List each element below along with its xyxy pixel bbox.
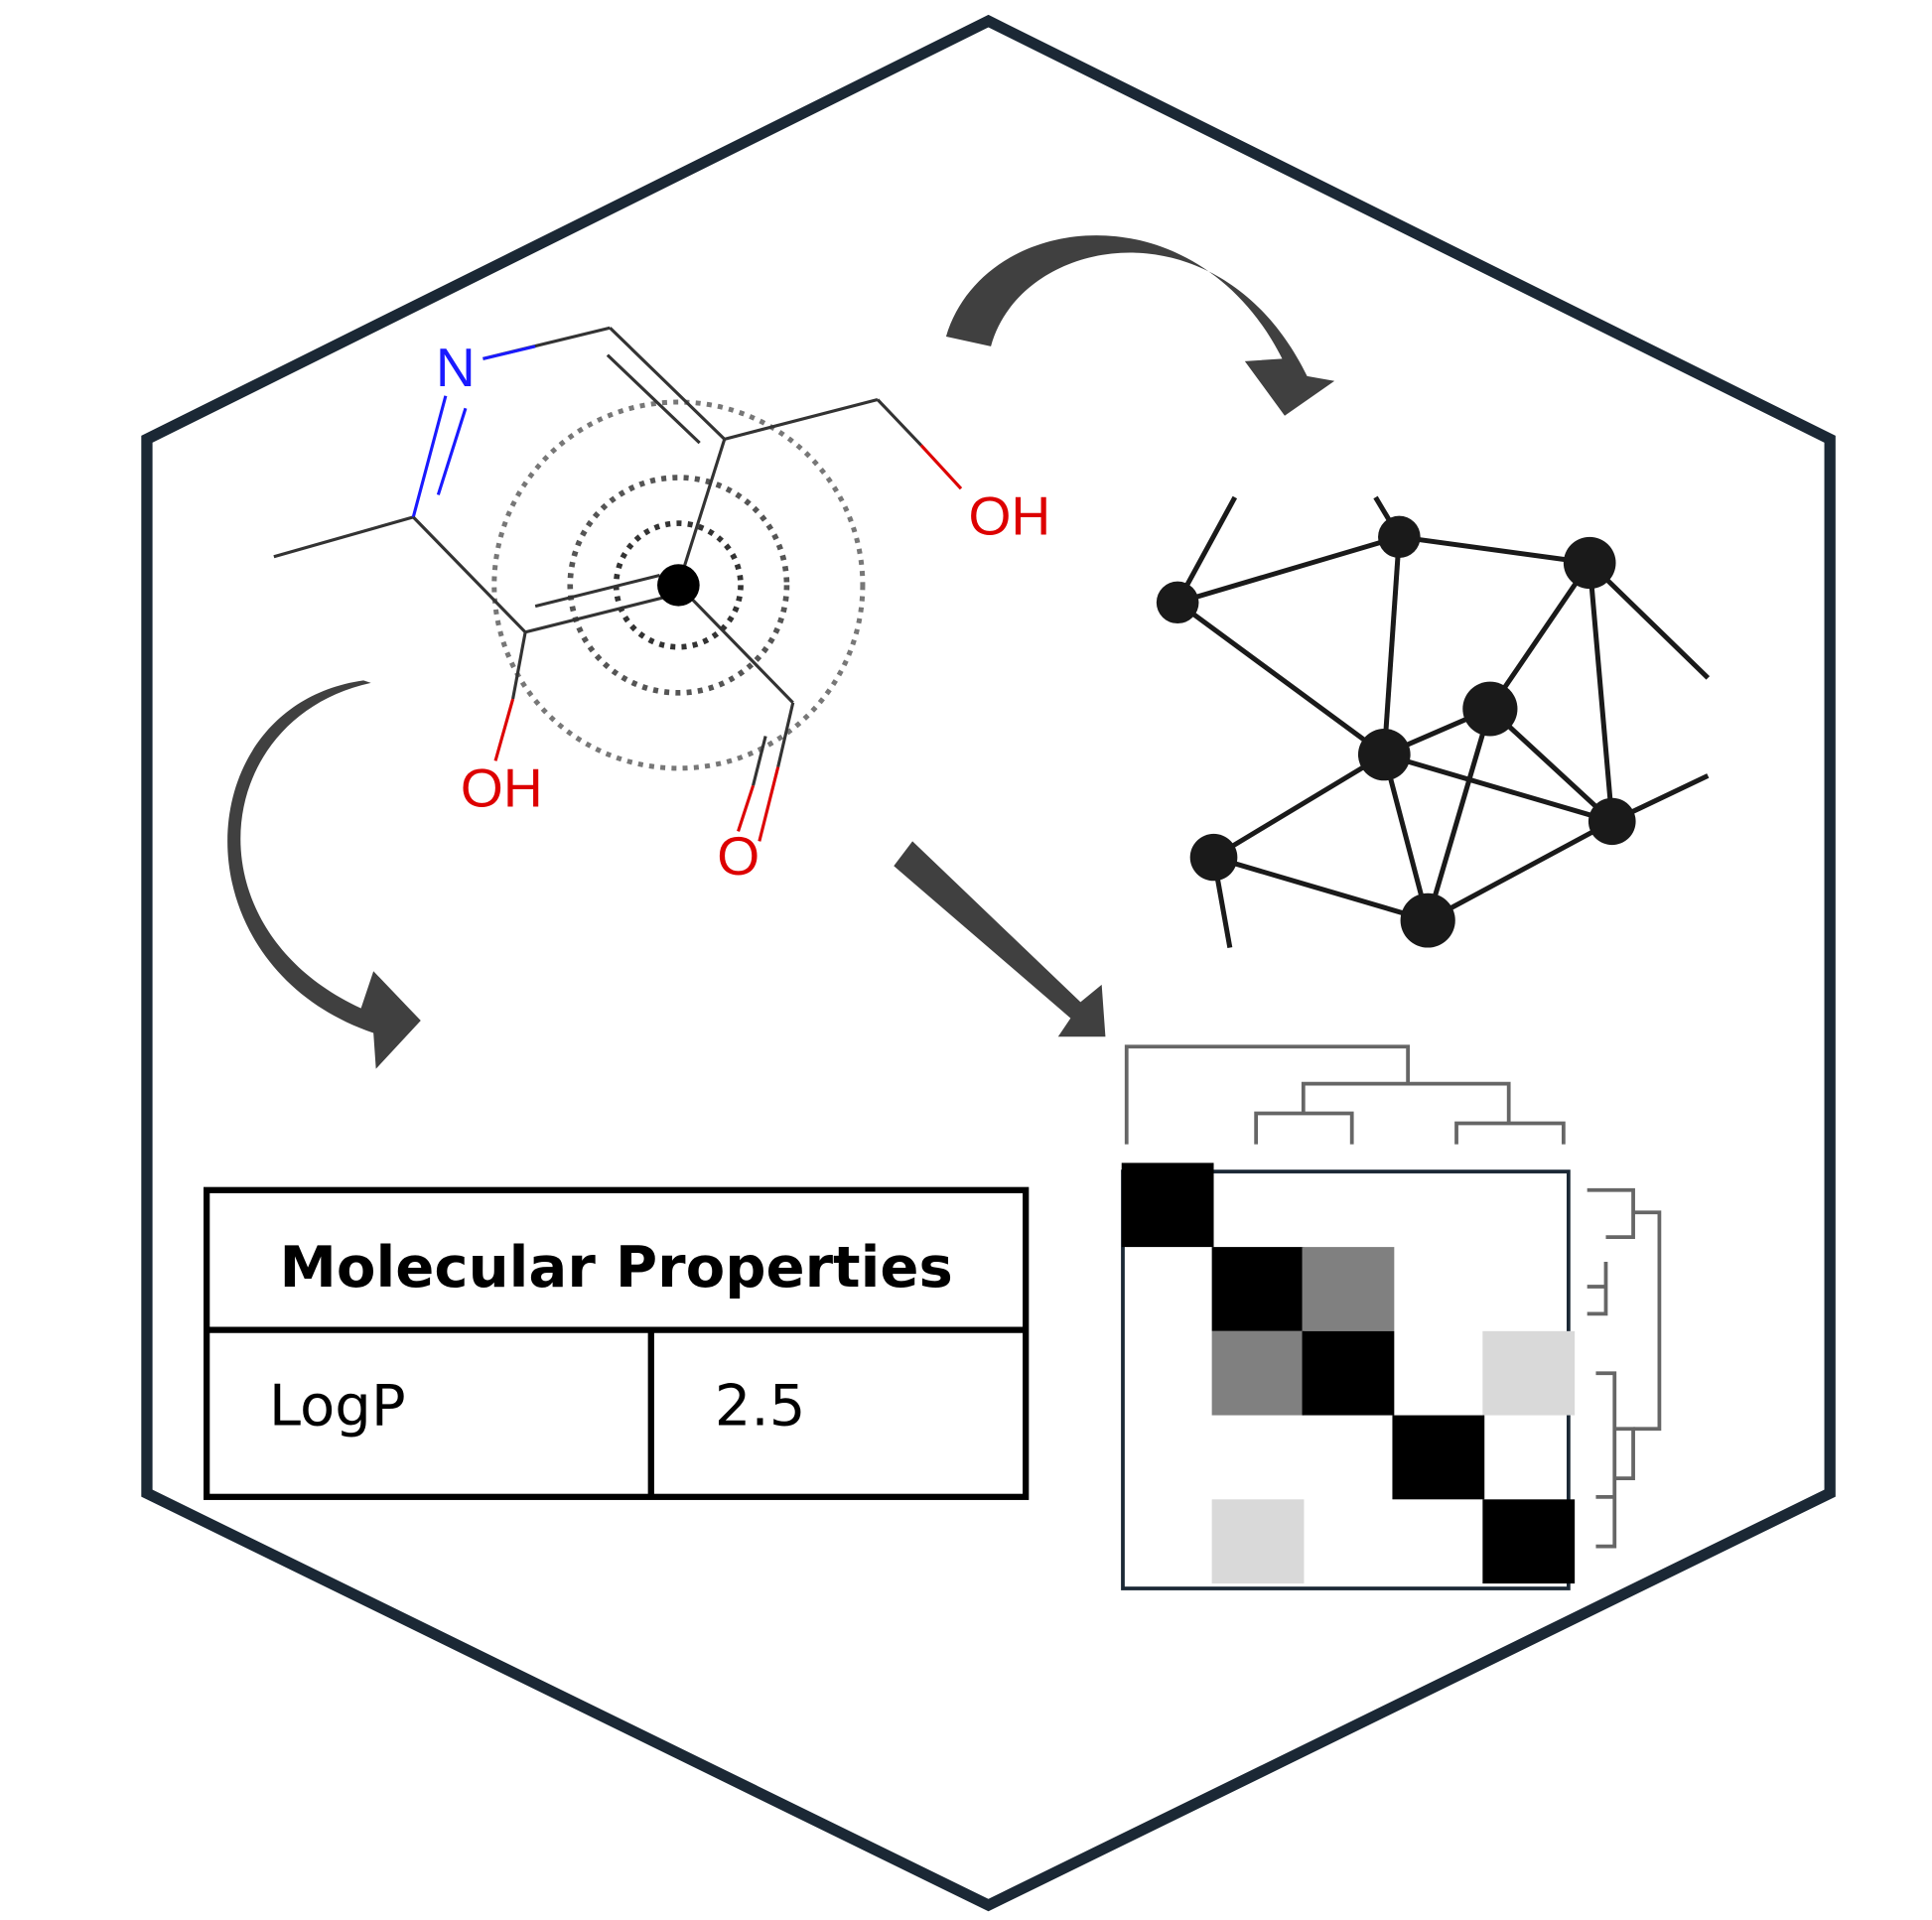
property-name-logp: LogP <box>269 1373 406 1440</box>
graph-node <box>1587 797 1636 846</box>
arrow-to-heatmap <box>894 841 1106 1037</box>
atom-carbonyl-oxygen: O <box>717 825 759 887</box>
graph-node <box>1563 536 1616 590</box>
atom-hydroxyl-left: OH <box>461 757 543 819</box>
property-value-logp: 2.5 <box>715 1373 806 1440</box>
hexagon-border <box>141 14 1836 1912</box>
properties-table: Molecular Properties LogP 2.5 <box>204 1186 1030 1500</box>
heatmap-cell <box>1302 1330 1395 1416</box>
arrow-to-graph <box>945 235 1335 416</box>
heatmap-cell <box>1392 1415 1485 1500</box>
molecule-structure <box>273 326 963 842</box>
molecular-graph <box>1156 495 1711 948</box>
graph-node <box>1400 892 1455 948</box>
heatmap-cell <box>1211 1330 1305 1416</box>
heatmap-cell <box>1211 1247 1305 1331</box>
table-title: Molecular Properties <box>279 1234 952 1301</box>
graph-node <box>1462 681 1518 737</box>
similarity-heatmap <box>1121 1163 1576 1590</box>
graph-node <box>1378 515 1421 559</box>
atom-nitrogen: N <box>436 337 476 398</box>
atom-hydroxyl-top: OH <box>969 484 1051 546</box>
graph-node <box>1156 581 1199 624</box>
radius-ring-middle <box>567 475 790 696</box>
heatmap-cell <box>1482 1330 1576 1416</box>
arrow-to-table <box>227 680 421 1069</box>
radius-ring-outer <box>491 399 866 771</box>
heatmap-cell <box>1302 1247 1395 1331</box>
graph-node <box>1357 728 1411 781</box>
heatmap-cell <box>1482 1499 1576 1584</box>
dendrogram-top <box>1124 1044 1566 1145</box>
dendrogram-right <box>1587 1187 1662 1549</box>
heatmap-cell <box>1211 1499 1305 1584</box>
graph-node <box>1189 833 1238 882</box>
focus-atom <box>657 564 700 607</box>
heatmap-cell <box>1121 1163 1214 1248</box>
